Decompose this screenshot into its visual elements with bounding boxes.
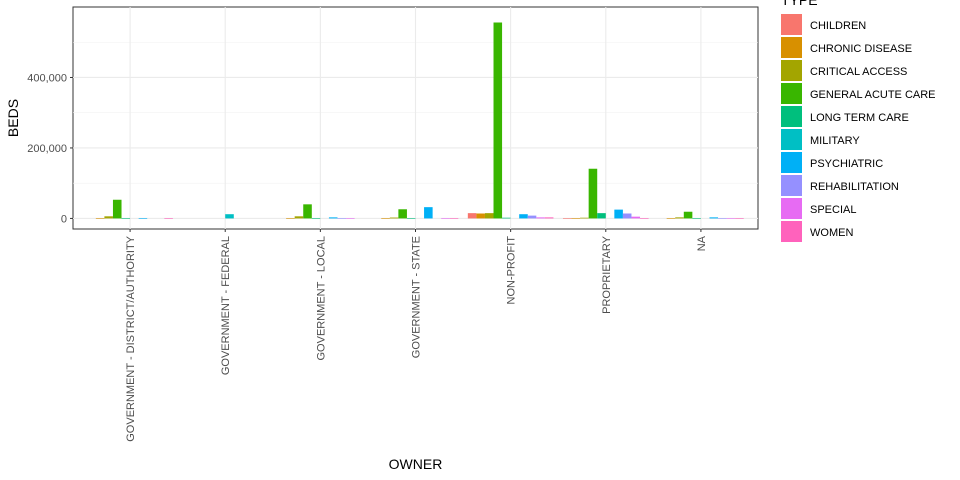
x-tick-label: GOVERNMENT - LOCAL	[315, 236, 327, 361]
legend-label: PSYCHIATRIC	[810, 158, 883, 170]
bar	[597, 213, 606, 219]
y-tick-label: 400,000	[27, 72, 67, 84]
bar	[164, 218, 173, 219]
x-axis-ticks: GOVERNMENT - DISTRICT/AUTHORITY GOVERNMEN…	[125, 229, 708, 442]
legend-key	[781, 198, 802, 219]
bar	[406, 218, 416, 219]
bar	[398, 209, 407, 219]
legend-key	[781, 221, 802, 242]
y-tick-label: 0	[61, 213, 67, 225]
bars	[95, 22, 744, 219]
y-tick-label: 200,000	[27, 143, 67, 155]
legend-key	[781, 129, 802, 150]
legend: TYPE CHILDREN CHRONIC DISEASE CRITICAL ACC…	[781, 0, 936, 242]
legend-key	[781, 37, 802, 58]
legend-label: WOMEN	[810, 227, 853, 239]
bar	[718, 218, 727, 219]
bar	[303, 204, 312, 219]
bar	[666, 218, 676, 219]
bar	[138, 218, 148, 219]
bar	[121, 218, 131, 219]
x-tick-label: NON-PROFIT	[506, 236, 518, 305]
y-axis-title: BEDS	[5, 99, 21, 137]
bar	[424, 207, 433, 219]
legend-key	[781, 152, 802, 173]
bar	[502, 217, 511, 219]
y-axis-ticks: 0 200,000 400,000	[27, 72, 73, 225]
legend-key	[781, 106, 802, 127]
bar	[493, 22, 503, 219]
legend-key	[781, 14, 802, 35]
bar	[441, 218, 450, 219]
bar	[726, 218, 736, 219]
legend-key	[781, 83, 802, 104]
bar	[328, 217, 338, 219]
legend-key	[781, 60, 802, 81]
bar	[675, 217, 684, 219]
bar	[95, 218, 105, 219]
bar	[562, 218, 572, 219]
bar	[692, 218, 701, 219]
legend-label: CHRONIC DISEASE	[810, 43, 912, 55]
bar	[225, 214, 234, 219]
bar	[544, 217, 554, 219]
legend-label: LONG TERM CARE	[810, 112, 909, 124]
bar	[381, 218, 390, 219]
legend-label: GENERAL ACUTE CARE	[810, 89, 936, 101]
bar	[449, 218, 459, 219]
bar	[683, 211, 693, 219]
bar	[614, 209, 623, 219]
x-tick-label: GOVERNMENT - STATE	[411, 236, 423, 358]
bar	[286, 218, 295, 219]
bar	[467, 213, 477, 219]
bar	[580, 217, 589, 219]
legend-key	[781, 175, 802, 196]
bar	[536, 217, 545, 219]
x-tick-label: GOVERNMENT - DISTRICT/AUTHORITY	[125, 235, 137, 441]
bar	[112, 199, 122, 219]
bar	[346, 218, 355, 219]
bar	[389, 217, 399, 219]
bar	[337, 218, 347, 219]
legend-label: REHABILITATION	[810, 181, 899, 193]
bar	[571, 218, 581, 219]
bar	[527, 215, 537, 219]
legend-label: CRITICAL ACCESS	[810, 66, 907, 78]
x-tick-label: PROPRIETARY	[601, 235, 613, 313]
x-axis-title: OWNER	[389, 456, 443, 472]
legend-label: MILITARY	[810, 135, 860, 147]
legend-label: CHILDREN	[810, 20, 866, 32]
bar	[476, 213, 485, 219]
bar	[631, 216, 641, 219]
legend-label: SPECIAL	[810, 204, 856, 216]
bar	[735, 218, 744, 219]
bar	[519, 214, 528, 219]
bar	[588, 168, 598, 219]
legend-title: TYPE	[781, 0, 818, 8]
bar	[484, 213, 494, 219]
bar	[311, 218, 321, 219]
bar	[709, 217, 719, 219]
x-tick-label: GOVERNMENT - FEDERAL	[220, 236, 232, 375]
x-tick-label: NA	[696, 235, 708, 251]
bar	[104, 216, 113, 219]
bar	[294, 216, 304, 219]
bar	[640, 218, 649, 219]
bar	[622, 213, 632, 219]
